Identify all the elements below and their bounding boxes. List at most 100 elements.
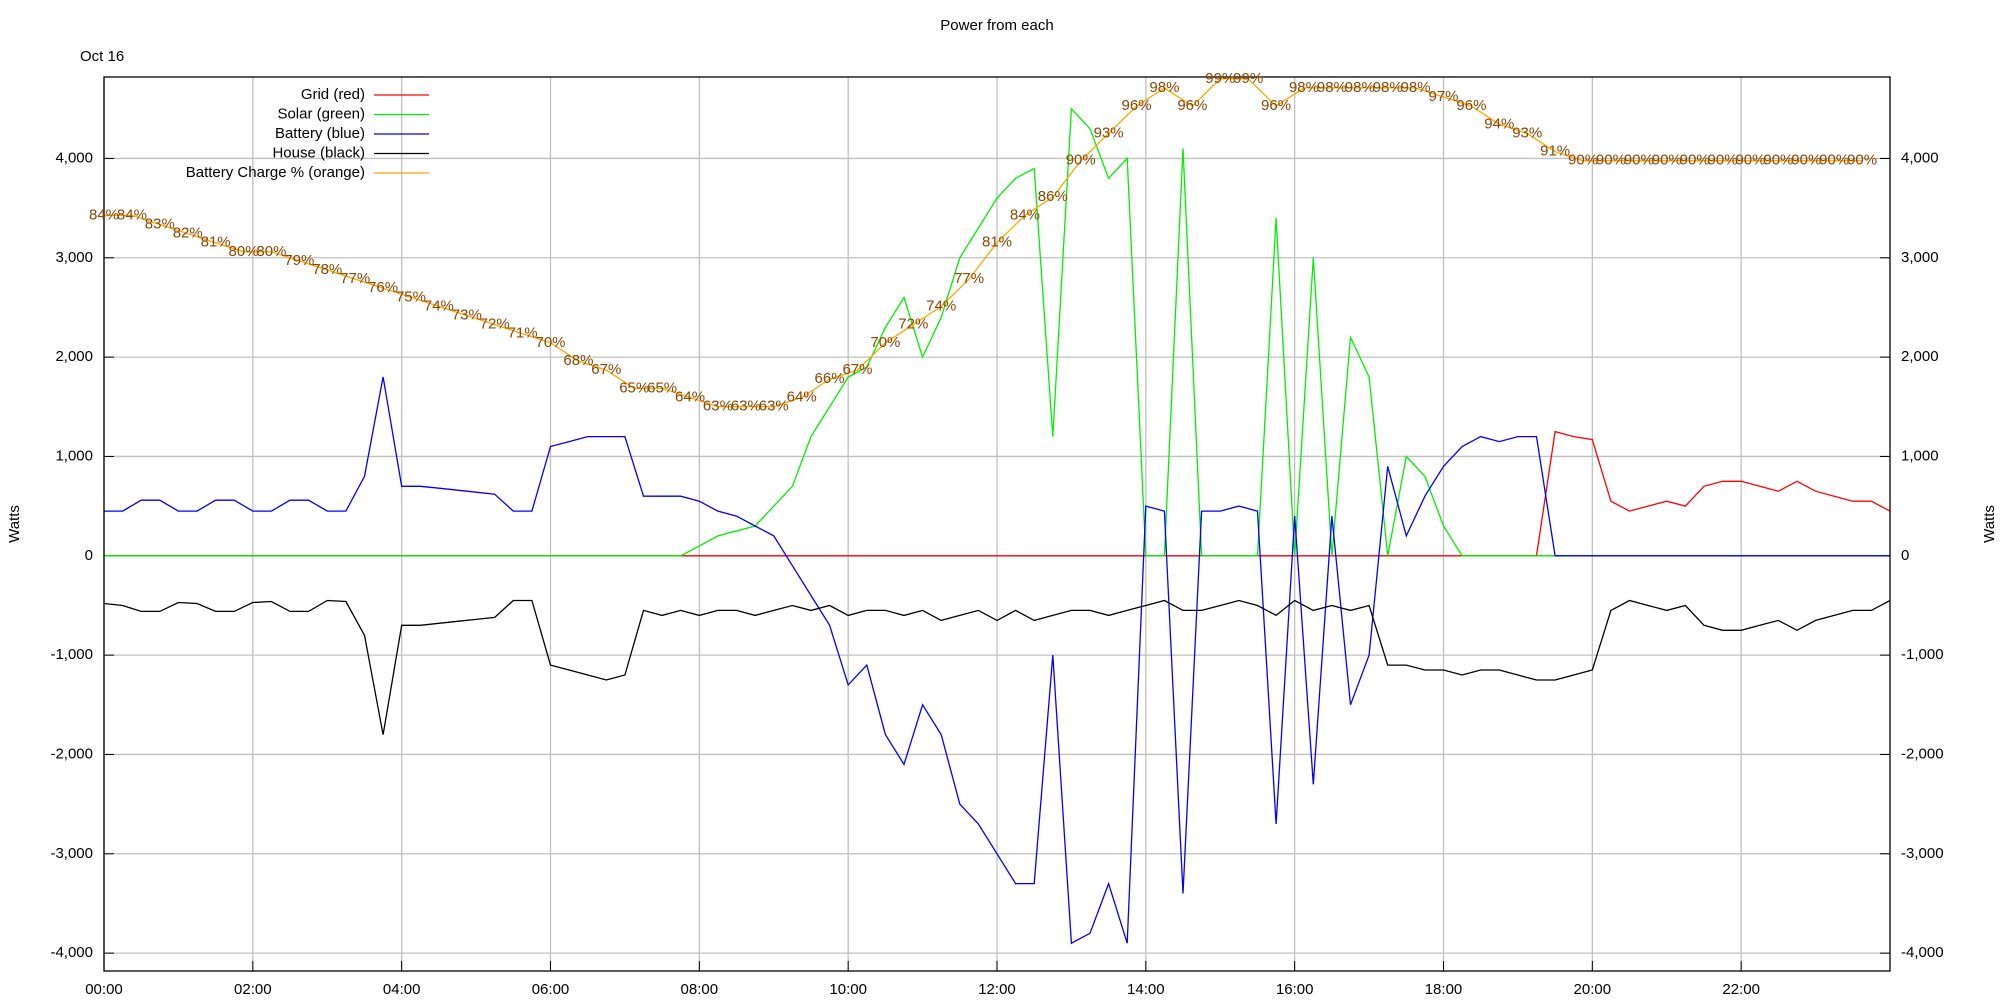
data-label: 66% [815,370,845,387]
series-line [104,599,1890,735]
data-label: 90% [1819,152,1849,169]
data-label: 98% [1289,79,1319,96]
y-tick-label: -3,000 [50,845,93,862]
data-label: 77% [954,270,984,287]
data-label: 90% [1066,152,1096,169]
y2-tick-label: -4,000 [1901,944,1944,961]
data-label: 96% [1177,97,1207,114]
plot-border [103,76,1891,972]
data-label: 73% [452,306,482,323]
x-tick-label: 18:00 [1425,981,1463,998]
data-label: 78% [312,261,342,278]
data-label: 71% [508,325,538,342]
data-label: 67% [591,361,621,378]
data-label: 65% [619,379,649,396]
data-label: 98% [1401,79,1431,96]
series-line [104,78,1863,408]
data-label: 99% [1205,70,1235,87]
data-label: 96% [1261,97,1291,114]
data-label: 70% [870,334,900,351]
plot-lines [104,78,1890,945]
data-label: 90% [1763,152,1793,169]
data-label: 90% [1624,152,1654,169]
data-label: 77% [340,270,370,287]
y-tick-label: -1,000 [50,646,93,663]
data-label: 98% [1345,79,1375,96]
data-label: 76% [368,279,398,296]
x-tick-label: 12:00 [978,981,1016,998]
legend-label: House (black) [272,144,365,161]
y-tick-label: -4,000 [50,944,93,961]
data-label: 81% [982,234,1012,251]
data-label: 72% [898,316,928,333]
x-tick-label: 20:00 [1574,981,1612,998]
y-tick-label: -2,000 [50,745,93,762]
data-label: 81% [201,234,231,251]
data-label: 72% [480,316,510,333]
data-label: 80% [229,243,259,260]
legend-label: Battery (blue) [275,125,365,142]
x-tick-label: 10:00 [829,981,867,998]
y-tick-label: 2,000 [55,348,93,365]
data-label: 96% [1122,97,1152,114]
data-label: 99% [1233,70,1263,87]
data-label: 96% [1456,97,1486,114]
x-tick-label: 22:00 [1722,981,1760,998]
y2-tick-label: -3,000 [1901,845,1944,862]
x-tick-label: 00:00 [85,981,123,998]
data-label: 82% [173,225,203,242]
data-label: 64% [787,388,817,405]
data-label: 90% [1680,152,1710,169]
legend-label: Grid (red) [301,86,365,103]
data-label: 67% [842,361,872,378]
legend: Grid (red) Solar (green) Battery (blue) Hou… [186,86,429,181]
y-tick-label: 0 [85,547,93,564]
data-label: 94% [1484,115,1514,132]
x-tick-label: 16:00 [1276,981,1314,998]
data-label: 86% [1038,188,1068,205]
date-label: Oct 16 [80,48,124,65]
x-tick-label: 02:00 [234,981,272,998]
data-label: 80% [256,243,286,260]
y2-axis-label: Watts [1981,505,1998,543]
data-label: 68% [563,352,593,369]
data-label: 98% [1149,79,1179,96]
data-label: 97% [1428,88,1458,105]
data-label: 98% [1317,79,1347,96]
y-tick-label: 1,000 [55,447,93,464]
data-label: 93% [1512,124,1542,141]
data-label: 90% [1735,152,1765,169]
x-tick-label: 06:00 [532,981,570,998]
data-label: 90% [1652,152,1682,169]
data-label: 90% [1708,152,1738,169]
legend-label: Solar (green) [277,105,365,122]
y2-tick-label: -1,000 [1901,646,1944,663]
y2-tick-label: 1,000 [1901,447,1939,464]
data-label: 93% [1094,124,1124,141]
data-label: 64% [675,388,705,405]
y2-tick-label: -2,000 [1901,745,1944,762]
y2-tick-label: 2,000 [1901,348,1939,365]
data-label: 74% [926,297,956,314]
x-tick-label: 08:00 [681,981,719,998]
y-tick-label: 4,000 [55,149,93,166]
data-label: 84% [117,206,147,223]
data-label: 65% [647,379,677,396]
y2-tick-label: 0 [1901,547,1909,564]
data-label: 70% [535,334,565,351]
data-label: 63% [759,398,789,415]
legend-label: Battery Charge % (orange) [186,164,365,181]
y2-tick-label: 4,000 [1901,149,1939,166]
y2-tick-label: 3,000 [1901,249,1939,266]
data-label: 75% [396,288,426,305]
data-label: 63% [731,398,761,415]
x-tick-label: 14:00 [1127,981,1165,998]
series-line [104,376,1890,945]
y-tick-label: 3,000 [55,249,93,266]
data-label: 83% [145,215,175,232]
data-label: 63% [703,398,733,415]
data-label: 90% [1847,152,1877,169]
data-label: 98% [1373,79,1403,96]
